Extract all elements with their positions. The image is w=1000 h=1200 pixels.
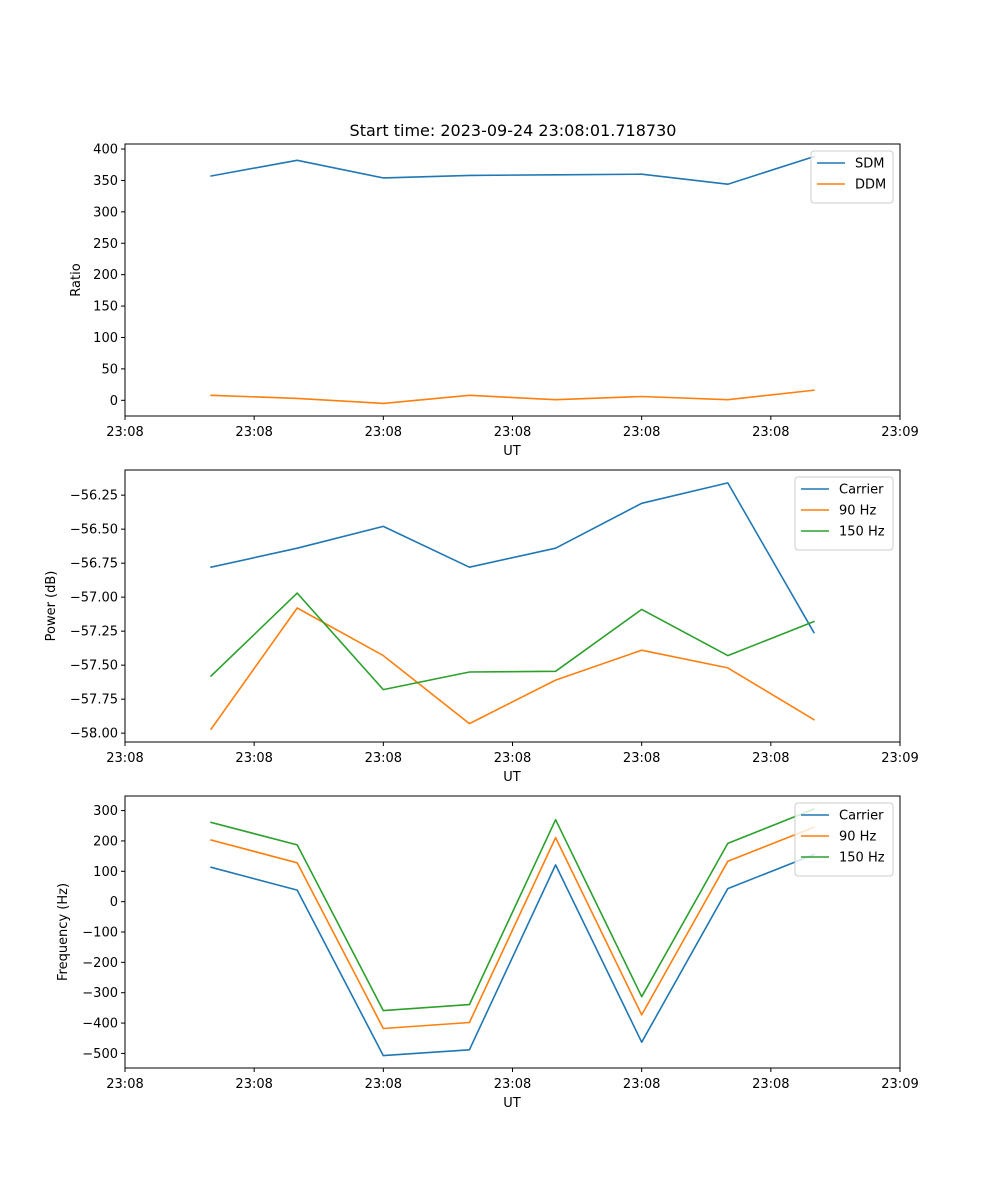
chart-title: Start time: 2023-09-24 23:08:01.718730 (350, 121, 677, 140)
legend-power: Carrier 90 Hz 150 Hz (794, 476, 894, 551)
y-ticks-power: −58.00 −57.75 −57.50 −57.25 −57.00 −56.75 −56.… (70, 489, 125, 742)
x-tick-label: 23:08 (494, 425, 531, 440)
series-line-ddm (210, 389, 815, 405)
y-tick-label: 50 (101, 362, 118, 377)
x-tick-label: 23:08 (752, 751, 789, 766)
legend-label: DDM (855, 178, 886, 193)
x-tick-label: 23:08 (623, 425, 660, 440)
y-tick-label: 100 (93, 331, 118, 346)
y-tick-label: −58.00 (70, 727, 118, 742)
x-tick-label: 23:09 (881, 425, 918, 440)
legend-label: Carrier (839, 809, 884, 824)
x-axis-label-power: UT (503, 770, 521, 785)
x-tick-label: 23:08 (623, 1077, 660, 1092)
y-tick-label: 250 (93, 237, 118, 252)
y-tick-label: 0 (110, 895, 118, 910)
y-ticks-frequency: −500 −400 −300 −200 −100 0 100 200 300 (82, 804, 125, 1062)
y-tick-label: 200 (93, 268, 118, 283)
x-ticks-frequency: 23:08 23:08 23:08 23:08 23:08 23:08 23:09 (106, 1068, 919, 1092)
x-tick-label: 23:08 (106, 425, 143, 440)
y-tick-label: 350 (93, 174, 118, 189)
y-axis-label-ratio: Ratio (69, 263, 84, 296)
panel-power: −58.00 −57.75 −57.50 −57.25 −57.00 −56.75 −56.… (44, 469, 919, 785)
x-tick-label: 23:08 (752, 425, 789, 440)
x-tick-label: 23:08 (106, 1077, 143, 1092)
legend-box (810, 150, 894, 204)
series-line-90-hz (210, 826, 815, 1030)
y-tick-label: 400 (93, 143, 118, 158)
y-tick-label: −100 (82, 926, 118, 941)
y-tick-label: 300 (93, 205, 118, 220)
y-axis-label-power: Power (dB) (44, 571, 59, 642)
y-tick-label: −200 (82, 956, 118, 971)
y-tick-label: −56.75 (70, 557, 118, 572)
y-tick-label: −300 (82, 986, 118, 1001)
x-ticks-ratio: 23:08 23:08 23:08 23:08 23:08 23:08 23:09 (106, 416, 919, 440)
y-tick-label: 100 (93, 865, 118, 880)
series-line-carrier (210, 482, 815, 634)
x-tick-label: 23:08 (365, 751, 402, 766)
y-tick-label: 200 (93, 834, 118, 849)
x-tick-label: 23:09 (881, 1077, 918, 1092)
legend-label: 150 Hz (839, 525, 885, 540)
series-frequency (210, 808, 815, 1057)
y-ticks-ratio: 0 50 100 150 200 250 300 350 400 (93, 143, 125, 409)
series-line-150-hz (210, 808, 815, 1012)
legend-ratio: SDM DDM (810, 150, 894, 204)
y-axis-label-frequency: Frequency (Hz) (56, 883, 71, 981)
x-axis-label-ratio: UT (503, 444, 521, 459)
x-tick-label: 23:08 (235, 751, 272, 766)
series-power (209, 482, 815, 731)
series-line-90-hz (209, 607, 815, 731)
y-tick-label: −57.75 (70, 693, 118, 708)
x-tick-label: 23:08 (494, 1077, 531, 1092)
legend-label: 90 Hz (839, 504, 876, 519)
legend-label: 150 Hz (839, 851, 885, 866)
legend-label: SDM (855, 157, 884, 172)
series-line-150-hz (209, 592, 815, 691)
y-tick-label: −56.25 (70, 489, 118, 504)
x-tick-label: 23:08 (494, 751, 531, 766)
y-tick-label: −56.50 (70, 523, 118, 538)
series-line-carrier (210, 853, 815, 1057)
legend-label: Carrier (839, 483, 884, 498)
x-tick-label: 23:08 (235, 1077, 272, 1092)
y-tick-label: 150 (93, 300, 118, 315)
legend-label: 90 Hz (839, 830, 876, 845)
x-tick-label: 23:08 (106, 751, 143, 766)
x-tick-label: 23:08 (365, 425, 402, 440)
series-line-sdm (210, 155, 815, 185)
x-tick-label: 23:08 (235, 425, 272, 440)
y-tick-label: −400 (82, 1017, 118, 1032)
y-tick-label: −57.00 (70, 591, 118, 606)
x-axis-label-frequency: UT (503, 1096, 521, 1111)
x-tick-label: 23:08 (365, 1077, 402, 1092)
panel-ratio: Start time: 2023-09-24 23:08:01.718730 0… (69, 121, 919, 459)
series-ratio (210, 155, 815, 405)
y-tick-label: −57.50 (70, 659, 118, 674)
x-ticks-power: 23:08 23:08 23:08 23:08 23:08 23:08 23:09 (106, 742, 919, 766)
y-tick-label: −500 (82, 1047, 118, 1062)
x-tick-label: 23:08 (752, 1077, 789, 1092)
x-tick-label: 23:09 (881, 751, 918, 766)
y-tick-label: −57.25 (70, 625, 118, 640)
y-tick-label: 0 (110, 394, 118, 409)
legend-frequency: Carrier 90 Hz 150 Hz (794, 802, 894, 877)
y-tick-label: 300 (93, 804, 118, 819)
x-tick-label: 23:08 (623, 751, 660, 766)
